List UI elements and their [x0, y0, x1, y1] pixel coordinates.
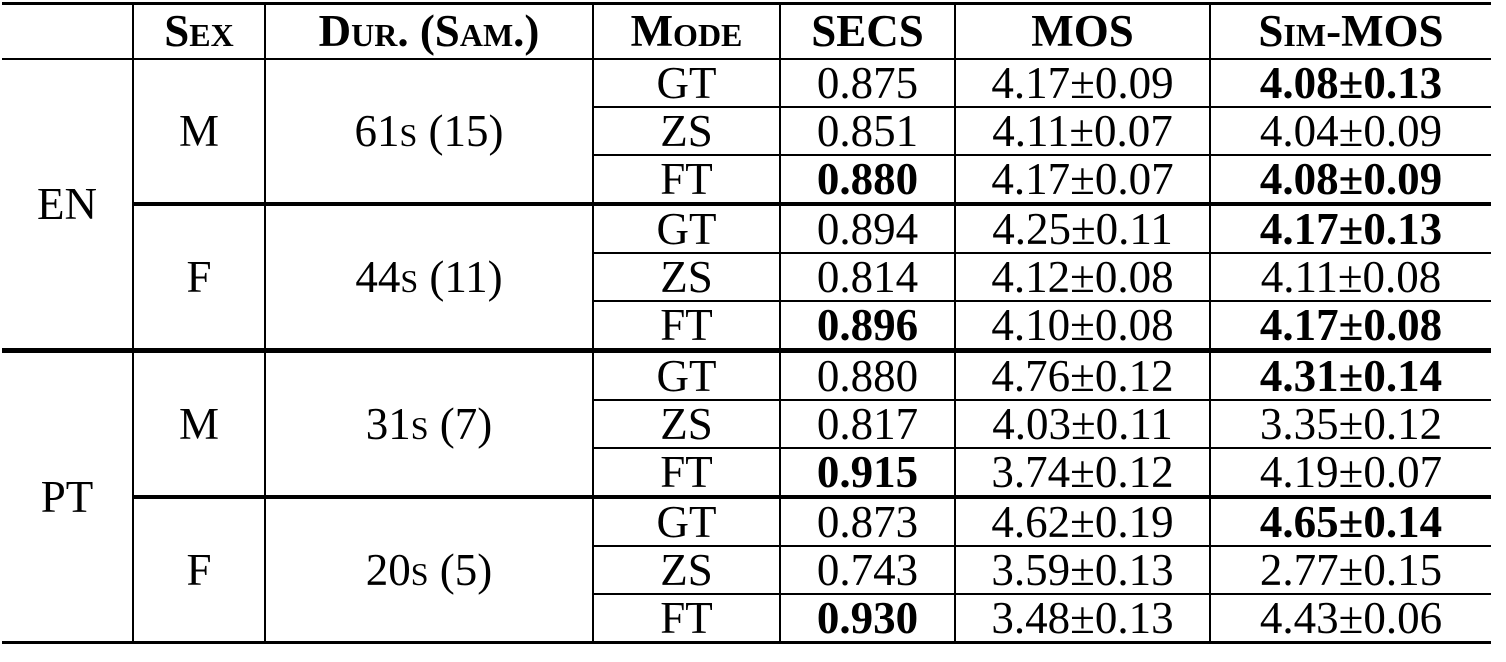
table-row: FT 0.880 4.17±0.07 4.08±0.09	[2, 154, 1491, 204]
mos-cell: 3.74±0.12	[954, 447, 1210, 497]
mos-cell: 4.62±0.19	[954, 495, 1210, 546]
header-cell-secs: SECS	[779, 3, 955, 60]
sex-cell: M	[132, 348, 265, 497]
mos-cell: 4.03±0.11	[954, 399, 1210, 448]
mos-cell: 4.76±0.12	[954, 348, 1210, 400]
sex-cell: M	[132, 59, 265, 204]
dur-cell: 20s (5)	[264, 495, 593, 643]
mode-cell: ZS	[592, 399, 780, 448]
mos-cell: 4.12±0.08	[954, 252, 1210, 301]
mode-cell: ZS	[592, 252, 780, 301]
mode-cell: ZS	[592, 545, 780, 594]
sim-mos-cell: 4.08±0.09	[1209, 154, 1491, 204]
mode-cell: FT	[592, 300, 780, 351]
dur-cell: 61s (15)	[264, 59, 593, 204]
mode-cell: FT	[592, 447, 780, 497]
mode-cell: ZS	[592, 106, 780, 155]
secs-cell: 0.814	[779, 252, 955, 301]
sim-mos-cell: 2.77±0.15	[1209, 545, 1491, 594]
table-row: FT 0.930 3.48±0.13 4.43±0.06	[2, 593, 1491, 643]
table-row: FT 0.915 3.74±0.12 4.19±0.07	[2, 447, 1491, 497]
table-row: ZS 0.743 3.59±0.13 2.77±0.15	[2, 545, 1491, 594]
secs-cell: 0.915	[779, 447, 955, 497]
header-cell-lang	[2, 3, 133, 60]
lang-cell: EN	[37, 178, 97, 229]
mode-cell: GT	[592, 202, 780, 253]
mode-cell: GT	[592, 495, 780, 546]
sim-mos-cell: 4.11±0.08	[1209, 252, 1491, 301]
secs-cell: 0.743	[779, 545, 955, 594]
secs-cell: 0.873	[779, 495, 955, 546]
table-row: F 44s (11) GT 0.894 4.25±0.11 4.17±0.13	[2, 202, 1491, 351]
mos-cell: 4.11±0.07	[954, 106, 1210, 155]
secs-cell: 0.896	[779, 300, 955, 351]
secs-cell: 0.817	[779, 399, 955, 448]
mos-cell: 3.59±0.13	[954, 545, 1210, 594]
table-row: ZS 0.814 4.12±0.08 4.11±0.08	[2, 252, 1491, 301]
lang-cell: PT	[2, 348, 133, 643]
header-cell-sim-mos: Sim-MOS	[1209, 3, 1491, 60]
table-row: EN M 61s (15) GT 0.875 4.17±0.09 4.08±0.…	[2, 59, 1491, 226]
sim-mos-cell: 4.65±0.14	[1209, 495, 1491, 546]
mos-cell: 4.25±0.11	[954, 202, 1210, 253]
sim-mos-cell: 4.08±0.13	[1209, 59, 1491, 107]
results-table: Sex Dur. (Sam.) Mode SECS MOS Sim-MOS EN…	[2, 2, 1491, 644]
header-cell-mode: Mode	[592, 3, 780, 60]
sex-cell: F	[132, 495, 265, 643]
sex-cell: F	[132, 202, 265, 351]
sim-mos-cell: 4.17±0.08	[1209, 300, 1491, 351]
mos-cell: 4.17±0.07	[954, 154, 1210, 204]
secs-cell: 0.894	[779, 202, 955, 253]
table-row: PT M 31s (7) GT 0.880 4.76±0.12 4.31±0.1…	[2, 348, 1491, 643]
sim-mos-cell: 4.43±0.06	[1209, 593, 1491, 643]
table-row: FT 0.896 4.10±0.08 4.17±0.08	[2, 300, 1491, 351]
dur-cell: 31s (7)	[264, 348, 593, 497]
sim-mos-cell: 4.19±0.07	[1209, 447, 1491, 497]
header-cell-sex: Sex	[132, 3, 265, 60]
secs-cell: 0.880	[779, 154, 955, 204]
header-cell-mos: MOS	[954, 3, 1210, 60]
sim-mos-cell: 4.31±0.14	[1209, 348, 1491, 400]
secs-cell: 0.930	[779, 593, 955, 643]
mode-cell: FT	[592, 154, 780, 204]
sim-mos-cell: 4.04±0.09	[1209, 106, 1491, 155]
table-row: ZS 0.817 4.03±0.11 3.35±0.12	[2, 399, 1491, 448]
mos-cell: 4.10±0.08	[954, 300, 1210, 351]
secs-cell: 0.851	[779, 106, 955, 155]
sim-mos-cell: 4.17±0.13	[1209, 202, 1491, 253]
secs-cell: 0.880	[779, 348, 955, 400]
mos-cell: 3.48±0.13	[954, 593, 1210, 643]
mos-cell: 4.17±0.09	[954, 59, 1210, 107]
mode-cell: FT	[592, 593, 780, 643]
table-row: F 20s (5) GT 0.873 4.62±0.19 4.65±0.14	[2, 495, 1491, 643]
dur-cell: 44s (11)	[264, 202, 593, 351]
secs-cell: 0.875	[779, 59, 955, 107]
sim-mos-cell: 3.35±0.12	[1209, 399, 1491, 448]
table-row: ZS 0.851 4.11±0.07 4.04±0.09	[2, 106, 1491, 155]
mode-cell: GT	[592, 348, 780, 400]
header-cell-dur: Dur. (Sam.)	[264, 3, 593, 60]
header-row: Sex Dur. (Sam.) Mode SECS MOS Sim-MOS	[2, 3, 1491, 60]
mode-cell: GT	[592, 59, 780, 107]
